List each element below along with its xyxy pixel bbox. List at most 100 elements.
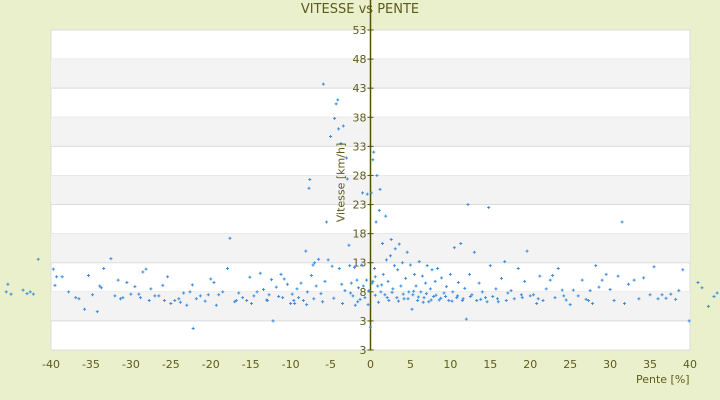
data-point [637, 297, 641, 301]
data-point [349, 281, 353, 285]
data-point [9, 292, 13, 296]
data-point [468, 272, 472, 276]
data-point [541, 299, 545, 303]
data-point [421, 300, 425, 304]
data-point [378, 187, 382, 191]
data-point [91, 293, 95, 297]
data-point [420, 274, 424, 278]
data-point [147, 299, 151, 303]
x-axis-label: Pente [%] [636, 373, 690, 386]
data-point [74, 296, 78, 300]
y-tick-label: 48 [353, 53, 367, 66]
data-point [477, 281, 481, 285]
data-point [341, 301, 345, 305]
data-point [463, 286, 467, 290]
x-tick-label: -15 [242, 358, 260, 371]
data-point [387, 299, 391, 303]
data-point [386, 279, 390, 283]
data-point [309, 274, 313, 278]
data-point [450, 299, 454, 303]
data-point [326, 258, 330, 262]
data-point [348, 264, 352, 268]
data-point [504, 299, 508, 303]
data-point [358, 297, 362, 301]
data-point [456, 294, 460, 298]
data-point [109, 257, 113, 261]
data-point [459, 242, 463, 246]
data-point [339, 141, 343, 145]
data-point [604, 272, 608, 276]
data-point [484, 296, 488, 300]
data-point [664, 296, 668, 300]
data-point [141, 270, 145, 274]
data-point [600, 278, 604, 282]
data-point [173, 299, 177, 303]
data-point [674, 297, 678, 301]
data-point [388, 254, 392, 258]
data-point [345, 156, 349, 160]
data-point [414, 284, 418, 288]
data-point [116, 278, 120, 282]
data-point [214, 303, 218, 307]
data-point [252, 294, 256, 298]
data-point [361, 284, 365, 288]
data-point [137, 292, 141, 296]
data-point [516, 267, 520, 271]
data-point [395, 296, 399, 300]
data-point [706, 304, 710, 308]
x-tick-label: -25 [162, 358, 180, 371]
data-point [626, 282, 630, 286]
data-point [98, 284, 102, 288]
data-point [376, 300, 380, 304]
data-point [496, 300, 500, 304]
data-point [383, 293, 387, 297]
data-point [188, 290, 192, 294]
data-point [461, 297, 465, 301]
data-point [444, 294, 448, 298]
data-point [642, 276, 646, 280]
data-point [248, 275, 252, 279]
data-point [456, 281, 460, 285]
data-point [341, 124, 345, 128]
data-point [587, 299, 591, 303]
data-point [417, 260, 421, 264]
data-point [153, 294, 157, 298]
data-point [305, 290, 309, 294]
data-point [360, 263, 364, 267]
data-point [367, 289, 371, 293]
data-point [289, 301, 293, 305]
data-point [468, 294, 472, 298]
data-point [656, 297, 660, 301]
data-point [317, 257, 321, 261]
data-point [499, 276, 503, 280]
data-point [687, 319, 691, 323]
data-point [203, 299, 207, 303]
data-point [166, 275, 170, 279]
data-point [406, 297, 410, 301]
data-point [371, 158, 375, 162]
data-point [330, 264, 334, 268]
y-tick-label: 3 [360, 315, 367, 328]
data-point [347, 243, 351, 247]
data-point [470, 293, 474, 297]
data-point [506, 291, 510, 295]
x-tick-label: -35 [82, 358, 100, 371]
data-point [269, 278, 273, 282]
data-point [632, 278, 636, 282]
data-point [25, 292, 29, 296]
data-point [660, 293, 664, 297]
data-point [340, 282, 344, 286]
data-point [372, 150, 376, 154]
data-point [408, 263, 412, 267]
data-point [412, 272, 416, 276]
data-point [399, 284, 403, 288]
data-point [384, 258, 388, 262]
data-points [4, 82, 719, 330]
data-point [480, 290, 484, 294]
data-point [503, 260, 507, 264]
data-point [290, 292, 294, 296]
data-point [400, 261, 404, 265]
data-point [351, 294, 355, 298]
y-tick-label: 8 [360, 286, 367, 299]
